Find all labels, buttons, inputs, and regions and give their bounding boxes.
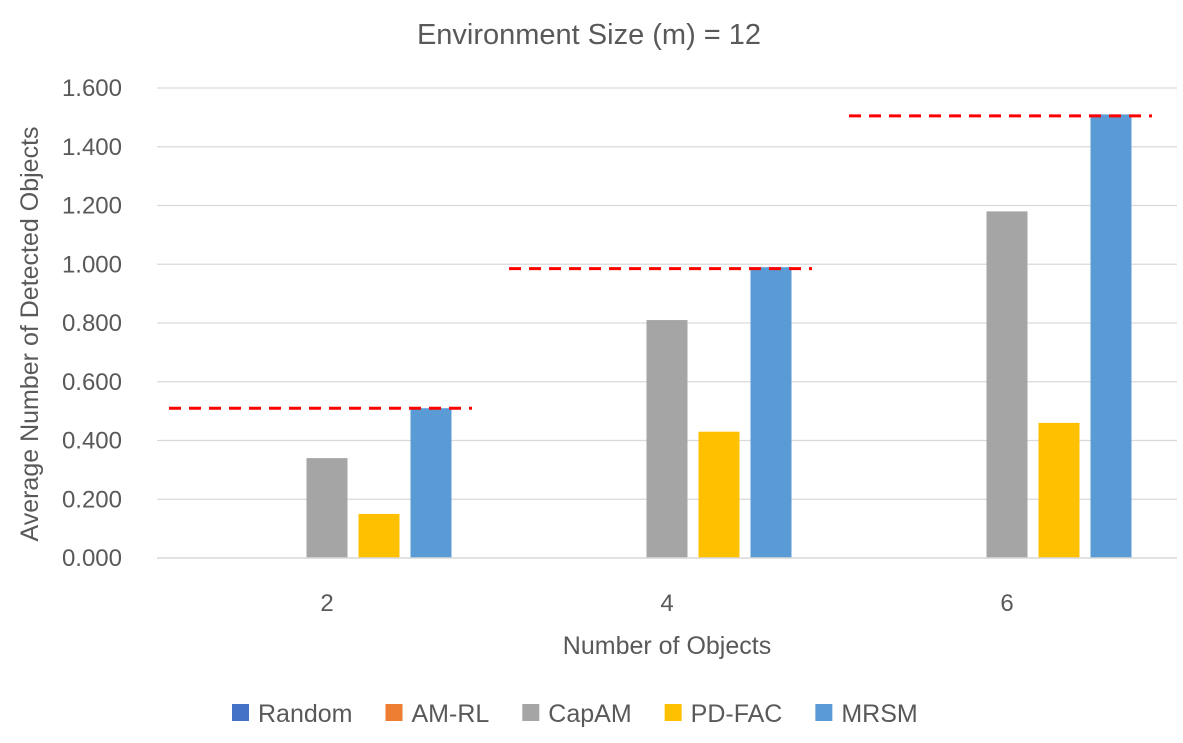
y-tick-label: 0.000 bbox=[62, 545, 122, 572]
bar-capam-4 bbox=[646, 320, 688, 558]
legend-swatch bbox=[232, 704, 249, 721]
legend-swatch bbox=[664, 704, 682, 721]
bar-mrsm-4 bbox=[750, 267, 792, 558]
bar-capam-6 bbox=[986, 211, 1028, 558]
legend-label: Random bbox=[258, 700, 353, 728]
reference-lines bbox=[169, 114, 1152, 410]
y-tick-label: 0.600 bbox=[62, 369, 122, 396]
y-axis-label: Average Number of Detected Objects bbox=[16, 126, 44, 541]
x-tick-label: 6 bbox=[1000, 590, 1013, 617]
y-tick-label: 0.800 bbox=[62, 310, 122, 337]
bar-pd-fac-2 bbox=[358, 513, 400, 558]
x-axis-ticks: 2 4 6 bbox=[320, 590, 1013, 617]
y-axis-ticks: 0.000 0.200 0.400 0.600 0.800 1.000 1.200 1.400… bbox=[62, 75, 122, 572]
chart-title: Environment Size (m) = 12 bbox=[417, 19, 761, 51]
legend-swatch bbox=[815, 704, 833, 721]
legend-swatch bbox=[385, 704, 403, 721]
bar-pd-fac-6 bbox=[1038, 422, 1080, 558]
x-axis-label: Number of Objects bbox=[563, 632, 771, 660]
legend-label: PD-FAC bbox=[691, 700, 783, 728]
bar-mrsm-6 bbox=[1090, 114, 1132, 558]
y-tick-label: 1.600 bbox=[62, 75, 122, 102]
x-tick-label: 4 bbox=[660, 590, 673, 617]
x-tick-label: 2 bbox=[320, 590, 333, 617]
legend-label: MRSM bbox=[841, 700, 917, 728]
bar-capam-2 bbox=[306, 458, 348, 558]
y-tick-label: 0.400 bbox=[62, 428, 122, 455]
y-tick-label: 1.200 bbox=[62, 193, 122, 220]
y-tick-label: 1.400 bbox=[62, 134, 122, 161]
legend-label: CapAM bbox=[548, 700, 631, 728]
bar-mrsm-2 bbox=[410, 408, 452, 558]
legend-swatch bbox=[522, 704, 540, 721]
legend-label: AM-RL bbox=[412, 700, 490, 728]
bar-pd-fac-4 bbox=[698, 431, 740, 558]
y-tick-label: 1.000 bbox=[62, 251, 122, 278]
bars bbox=[306, 114, 1132, 558]
y-tick-label: 0.200 bbox=[62, 486, 122, 513]
legend: Random AM-RL CapAM PD-FAC MRSM bbox=[232, 700, 918, 728]
